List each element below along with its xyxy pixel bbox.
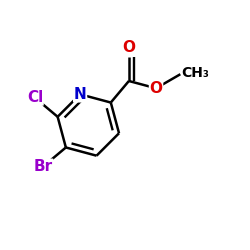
Text: O: O bbox=[122, 40, 135, 55]
Text: N: N bbox=[74, 87, 86, 102]
Text: CH₃: CH₃ bbox=[182, 66, 210, 80]
Text: O: O bbox=[150, 81, 162, 96]
Text: Br: Br bbox=[34, 159, 53, 174]
Text: Cl: Cl bbox=[27, 90, 43, 105]
